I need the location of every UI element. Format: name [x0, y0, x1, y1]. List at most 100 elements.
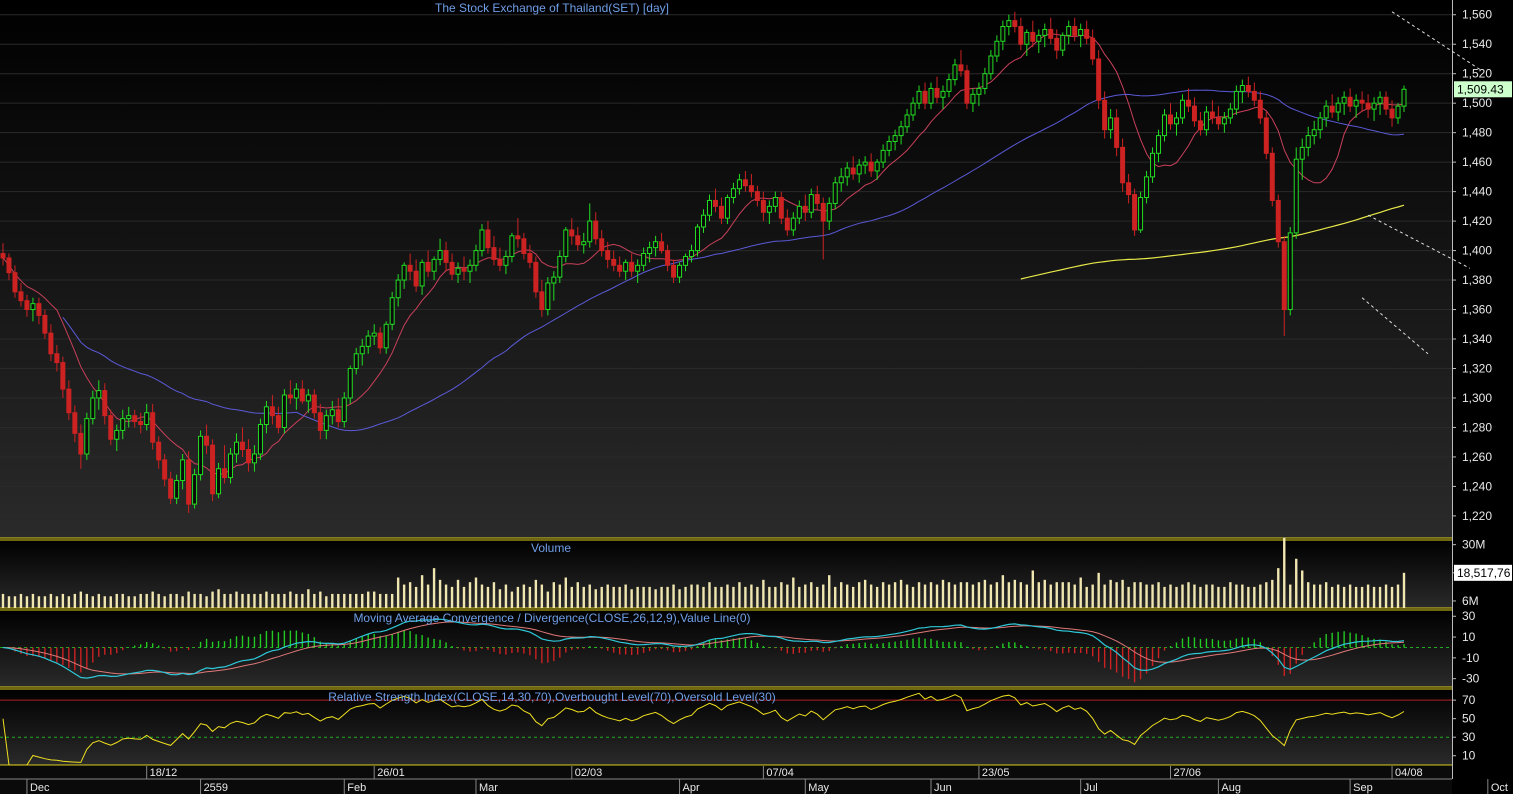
candle[interactable]: [958, 50, 964, 77]
candle[interactable]: [838, 168, 844, 192]
candle[interactable]: [1191, 97, 1197, 127]
candle[interactable]: [251, 445, 257, 472]
candle[interactable]: [1257, 91, 1263, 124]
candle[interactable]: [245, 439, 251, 472]
candle[interactable]: [671, 259, 677, 284]
candle[interactable]: [940, 85, 946, 110]
candle[interactable]: [287, 380, 293, 404]
candle[interactable]: [683, 253, 689, 272]
candle[interactable]: [760, 191, 766, 222]
candle[interactable]: [311, 389, 317, 419]
candle[interactable]: [754, 185, 760, 207]
candle[interactable]: [66, 380, 72, 421]
candle[interactable]: [1006, 14, 1012, 36]
candle[interactable]: [964, 64, 970, 110]
candle[interactable]: [617, 256, 623, 278]
candle[interactable]: [491, 235, 497, 266]
candle[interactable]: [946, 73, 952, 98]
candle[interactable]: [1096, 50, 1102, 110]
candle[interactable]: [886, 135, 892, 157]
candle[interactable]: [862, 156, 868, 174]
candle[interactable]: [198, 430, 204, 481]
candle[interactable]: [228, 448, 234, 484]
candle[interactable]: [1012, 11, 1018, 33]
candle[interactable]: [1203, 106, 1209, 136]
candle[interactable]: [772, 191, 778, 213]
candle[interactable]: [1185, 88, 1191, 113]
candle[interactable]: [174, 474, 180, 505]
candle[interactable]: [485, 221, 491, 254]
candle[interactable]: [42, 309, 48, 340]
candle[interactable]: [1299, 138, 1305, 180]
candle[interactable]: [718, 197, 724, 225]
candle[interactable]: [814, 185, 820, 210]
candle[interactable]: [54, 344, 60, 372]
candle[interactable]: [449, 253, 455, 281]
candle[interactable]: [778, 191, 784, 225]
candle[interactable]: [868, 153, 874, 177]
candle[interactable]: [1150, 147, 1156, 183]
candle[interactable]: [1162, 109, 1168, 142]
candle[interactable]: [293, 383, 299, 410]
candle[interactable]: [1072, 17, 1078, 42]
candle[interactable]: [1060, 32, 1066, 57]
candle[interactable]: [1323, 100, 1329, 127]
candle[interactable]: [239, 427, 245, 457]
candle[interactable]: [216, 462, 222, 499]
candle[interactable]: [180, 453, 186, 490]
candle[interactable]: [407, 253, 413, 281]
candle[interactable]: [653, 235, 659, 257]
candle[interactable]: [186, 451, 192, 513]
candle[interactable]: [144, 403, 150, 431]
candle[interactable]: [790, 212, 796, 236]
candle[interactable]: [1168, 103, 1174, 130]
candle[interactable]: [479, 224, 485, 257]
candle[interactable]: [1311, 120, 1317, 145]
candle[interactable]: [1132, 188, 1138, 236]
candle[interactable]: [1030, 20, 1036, 48]
candle[interactable]: [413, 259, 419, 292]
candle[interactable]: [1144, 170, 1150, 204]
candle[interactable]: [509, 232, 515, 263]
candle[interactable]: [712, 188, 718, 213]
candle[interactable]: [317, 403, 323, 440]
candle[interactable]: [587, 203, 593, 248]
candle[interactable]: [641, 247, 647, 272]
candle[interactable]: [1233, 85, 1239, 115]
candle[interactable]: [515, 218, 521, 248]
candle[interactable]: [557, 250, 563, 284]
candle[interactable]: [353, 347, 359, 375]
candle[interactable]: [156, 436, 162, 469]
candle[interactable]: [138, 412, 144, 434]
candle[interactable]: [563, 226, 569, 263]
candle[interactable]: [1156, 129, 1162, 163]
candle[interactable]: [635, 259, 641, 284]
candle[interactable]: [1036, 29, 1042, 54]
candle[interactable]: [808, 188, 814, 219]
candle[interactable]: [275, 406, 281, 434]
candle[interactable]: [1365, 94, 1371, 118]
candle[interactable]: [784, 209, 790, 236]
candle[interactable]: [922, 82, 928, 110]
candle[interactable]: [551, 271, 557, 301]
candle[interactable]: [1281, 235, 1287, 337]
candle[interactable]: [766, 200, 772, 225]
candle[interactable]: [1305, 126, 1311, 157]
candle[interactable]: [305, 389, 311, 413]
candle[interactable]: [706, 194, 712, 222]
candle[interactable]: [892, 129, 898, 151]
candle[interactable]: [1173, 112, 1179, 136]
candle[interactable]: [689, 244, 695, 263]
candle[interactable]: [84, 412, 90, 460]
candle[interactable]: [120, 409, 126, 440]
candle[interactable]: [952, 58, 958, 86]
candle[interactable]: [1126, 173, 1132, 204]
candle[interactable]: [323, 409, 329, 440]
candle[interactable]: [467, 259, 473, 284]
candle[interactable]: [1371, 97, 1377, 121]
candle[interactable]: [126, 406, 132, 428]
candle[interactable]: [1359, 91, 1365, 113]
candle[interactable]: [1239, 79, 1245, 104]
candle[interactable]: [1383, 91, 1389, 115]
